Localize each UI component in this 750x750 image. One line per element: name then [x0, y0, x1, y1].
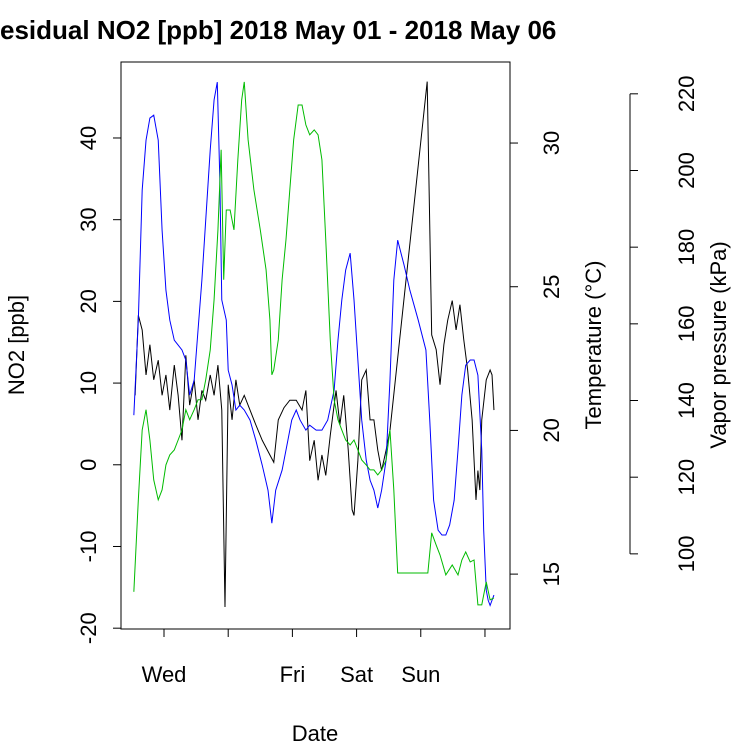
y2-axis-label: Temperature (°C) — [581, 261, 606, 430]
y-tick-label: -10 — [76, 531, 101, 563]
series-line — [134, 81, 495, 607]
y2-tick-label: 15 — [539, 562, 564, 586]
y2-tick-label: 25 — [539, 274, 564, 298]
y3-tick-label: 120 — [674, 459, 699, 496]
y3-tick-label: 220 — [674, 75, 699, 112]
y3-tick-label: 200 — [674, 152, 699, 189]
y3-axis-label: Vapor pressure (kPa) — [706, 241, 731, 448]
y-tick-label: 10 — [76, 371, 101, 395]
y2-tick-label: 20 — [539, 418, 564, 442]
series-line — [133, 82, 495, 607]
x-axis-label: Date — [292, 721, 338, 746]
y3-tick-label: 140 — [674, 382, 699, 419]
y-axis-label: NO2 [ppb] — [4, 295, 29, 395]
y-tick-label: 40 — [76, 126, 101, 150]
x-tick-label: Fri — [280, 662, 306, 687]
y2-tick-label: 30 — [539, 131, 564, 155]
y-tick-label: -20 — [76, 612, 101, 644]
plot-box — [120, 61, 511, 630]
x-tick-label: Sat — [340, 662, 373, 687]
y3-tick-label: 160 — [674, 305, 699, 342]
series-line — [133, 81, 495, 606]
x-tick-label: Wed — [142, 662, 187, 687]
x-tick-label: Sun — [401, 662, 440, 687]
y-tick-label: 0 — [76, 459, 101, 471]
y3-tick-label: 100 — [674, 536, 699, 573]
y3-tick-label: 180 — [674, 229, 699, 266]
y-tick-label: 30 — [76, 207, 101, 231]
chart-title: esidual NO2 [ppb] 2018 May 01 - 2018 May… — [0, 15, 556, 45]
y-tick-label: 20 — [76, 289, 101, 313]
